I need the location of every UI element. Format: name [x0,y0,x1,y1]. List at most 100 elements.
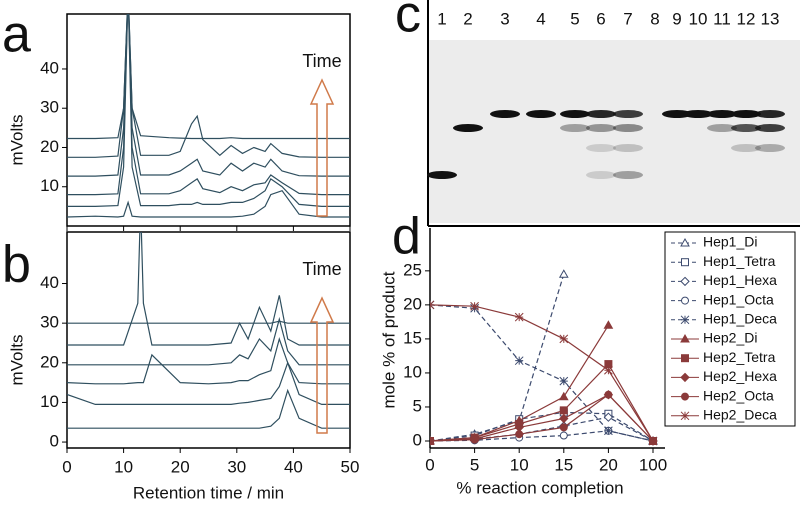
trace [67,232,350,346]
legend-label: Hep1_Octa [703,291,774,307]
y-tick-label: 10 [40,176,59,195]
panel-label: b [2,236,31,294]
gel-band [755,144,785,152]
marker [559,423,568,432]
lane-label: 2 [463,9,472,28]
marker [558,269,569,278]
gel-band [613,144,643,152]
traces [67,14,350,218]
legend-label: Hep2_Di [703,330,757,346]
trace [67,189,350,218]
x-tick-label: 30 [227,457,246,476]
legend-label: Hep1_Di [703,234,757,250]
marker [681,258,689,267]
series-line [430,304,654,442]
lane-label: 11 [713,9,731,28]
gel-band [755,110,785,118]
marker [430,437,434,445]
gel-band [683,110,713,118]
marker [648,436,658,446]
y-tick-label: 5 [413,396,422,415]
x-tick-label: 50 [341,457,360,476]
legend-label: Hep2_Hexa [703,368,777,384]
marker [603,320,614,329]
gel-band [613,124,643,132]
trace [67,320,350,324]
trace [67,316,350,366]
marker [680,372,690,383]
series-line [430,416,654,442]
marker [514,356,524,366]
x-tick-label: 0 [425,455,434,474]
lane-label: 5 [570,9,579,28]
y-tick-label: 40 [40,273,59,292]
lane-label: 1 [437,9,446,28]
y-tick-label: 10 [40,392,59,411]
x-tick-label: 10 [114,457,133,476]
y-tick-label: 20 [40,352,59,371]
series-group [430,269,658,446]
legend-label: Hep2_Deca [703,407,777,423]
legend-label: Hep1_Deca [703,311,777,327]
y-tick-label: 30 [40,313,59,332]
gel-band [586,144,616,152]
lane-label: 13 [761,9,780,28]
annotation: Time [302,51,341,71]
marker [559,406,568,415]
time-arrow [309,78,335,217]
time-arrow [309,296,335,434]
gel-band [731,110,761,118]
plot-frame [66,13,351,227]
gel-band [490,110,520,118]
gel-band [586,171,616,179]
marker [470,435,479,444]
x-tick-label: 15 [554,455,573,474]
legend-label: Hep2_Tetra [703,349,776,365]
series-line [430,411,654,442]
y-tick-label: 0 [50,432,59,451]
y-tick-label: 30 [40,98,59,117]
x-tick-label: 20 [599,455,618,474]
x-axis-label: % reaction completion [456,478,623,497]
series-line [430,393,654,442]
marker [681,354,689,363]
plot-frame [66,231,351,449]
x-tick-label: 10 [510,455,529,474]
gel-band [586,124,616,132]
y-tick-label: 20 [40,137,59,156]
gel-band [731,124,761,132]
gel-band [560,110,590,118]
marker [604,390,613,399]
gel-band [560,124,590,132]
trace [67,361,350,405]
lane-label: 9 [672,9,681,28]
marker [680,276,690,287]
y-axis-label: mVolts [7,334,26,385]
x-tick-label: 5 [470,455,479,474]
gel-band [586,110,616,118]
y-tick-label: 0 [413,430,422,449]
panel-label: a [2,6,31,64]
marker [514,312,524,322]
marker [681,296,689,305]
y-axis-label: mole % of product [379,271,398,408]
gel-band [707,110,737,118]
series-line [430,363,654,442]
trace [67,14,350,177]
gel-band [731,144,761,152]
x-tick-label: 0 [62,457,71,476]
marker [680,315,690,325]
y-tick-label: 25 [403,260,422,279]
marker [470,301,479,311]
marker [604,365,613,375]
panel-label: c [395,0,421,44]
y-tick-label: 20 [403,294,422,313]
y-axis-label: mVolts [7,114,26,165]
gel-background [428,40,800,223]
legend-label: Hep2_Octa [703,387,774,403]
panel-label: d [392,208,421,266]
series-line [430,393,654,442]
x-tick-label: 100 [639,455,667,474]
